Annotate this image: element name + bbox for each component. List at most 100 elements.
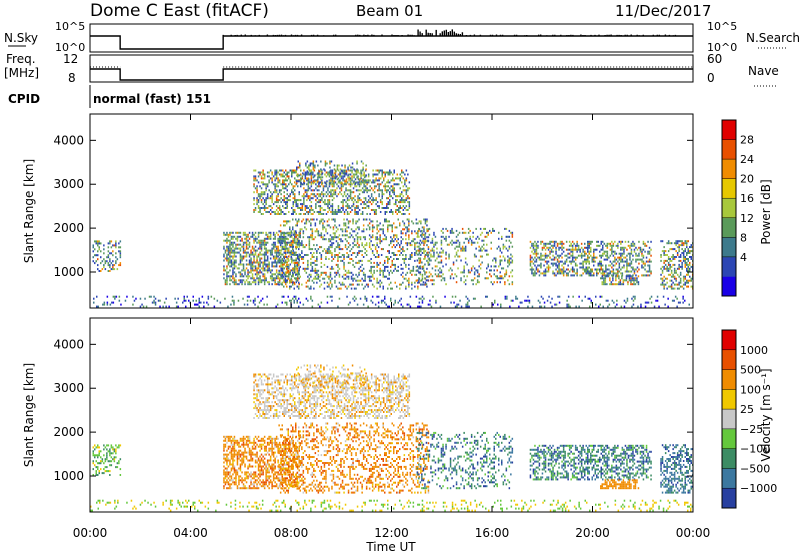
echo-cell [384,175,386,178]
echo-cell [292,297,294,300]
echo-cell [511,235,514,238]
echo-cell [257,241,260,244]
echo-cell [325,258,327,260]
echo-cell [274,255,276,258]
echo-cell [350,287,353,290]
echo-cell [565,260,568,263]
echo-cell [292,240,294,243]
echo-cell [627,270,630,273]
echo-cell [379,269,381,272]
echo-cell [404,173,406,176]
echo-cell [292,205,294,208]
echo-cell [283,224,285,227]
echo-cell [291,173,293,176]
echo-cell [320,261,323,264]
echo-cell [239,231,242,234]
echo-cell [253,249,255,252]
echo-cell [312,180,315,183]
echo-cell [233,255,236,258]
echo-cell [531,266,533,269]
echo-cell [305,220,308,223]
echo-cell [174,297,176,300]
echo-cell [235,265,237,268]
echo-cell [256,273,258,276]
echo-cell [302,246,305,249]
echo-cell [596,248,598,251]
echo-cell [277,201,279,204]
echo-cell [294,185,296,188]
echo-cell [302,172,304,175]
echo-cell [571,274,574,277]
echo-cell [278,181,281,184]
echo-cell [256,271,258,274]
echo-cell [678,256,680,258]
echo-cell [324,199,326,202]
echo-cell [499,263,501,266]
echo-cell [445,253,447,256]
echo-cell [309,187,311,190]
echo-cell [376,226,378,229]
echo-cell [277,277,279,280]
echo-cell [382,238,384,241]
echo-cell [419,273,422,276]
echo-cell [318,185,320,188]
echo-cell [254,209,257,211]
echo-cell [642,260,645,263]
echo-cell [535,248,538,251]
echo-cell [644,274,646,277]
echo-cell [243,303,246,306]
echo-cell [370,187,373,190]
echo-cell [319,279,321,282]
echo-cell [502,255,505,258]
echo-cell [391,246,393,249]
echo-cell [354,199,356,202]
echo-cell [278,281,281,284]
echo-cell [638,258,640,261]
echo-cell [311,218,314,221]
echo-cell [399,211,401,213]
echo-cell [390,240,392,243]
echo-cell [395,177,397,180]
echo-cell [364,199,367,202]
echo-cell [433,283,435,286]
echo-cell [232,249,234,252]
echo-cell [622,281,625,284]
echo-cell [299,244,301,247]
echo-cell [670,275,673,278]
echo-cell [284,301,286,304]
echo-cell [391,238,393,241]
echo-cell [690,265,692,268]
echo-cell [428,257,431,260]
echo-cell [430,259,432,262]
echo-cell [541,248,544,251]
echo-cell [230,255,233,258]
echo-cell [616,303,618,306]
echo-cell [303,193,305,196]
echo-cell [329,234,332,237]
echo-cell [309,195,311,198]
echo-cell [355,279,357,282]
echo-cell [565,268,568,271]
echo-cell [396,234,398,237]
echo-cell [322,193,325,196]
echo-cell [277,211,279,213]
echo-cell [364,187,367,190]
echo-cell [300,179,302,182]
echo-cell [361,230,363,233]
echo-cell [257,261,260,264]
echo-cell [327,171,329,174]
echo-cell [567,268,569,271]
echo-cell [294,193,296,196]
echo-cell [347,254,350,256]
echo-cell [464,247,467,250]
echo-cell [271,247,273,250]
echo-cell [349,179,352,182]
echo-cell [333,191,335,194]
echo-cell [319,275,321,278]
echo-cell [424,263,426,266]
echo-cell [407,209,409,211]
echo-cell [664,250,667,253]
echo-cell [262,203,264,206]
echo-cell [238,271,240,274]
echo-cell [363,203,365,206]
